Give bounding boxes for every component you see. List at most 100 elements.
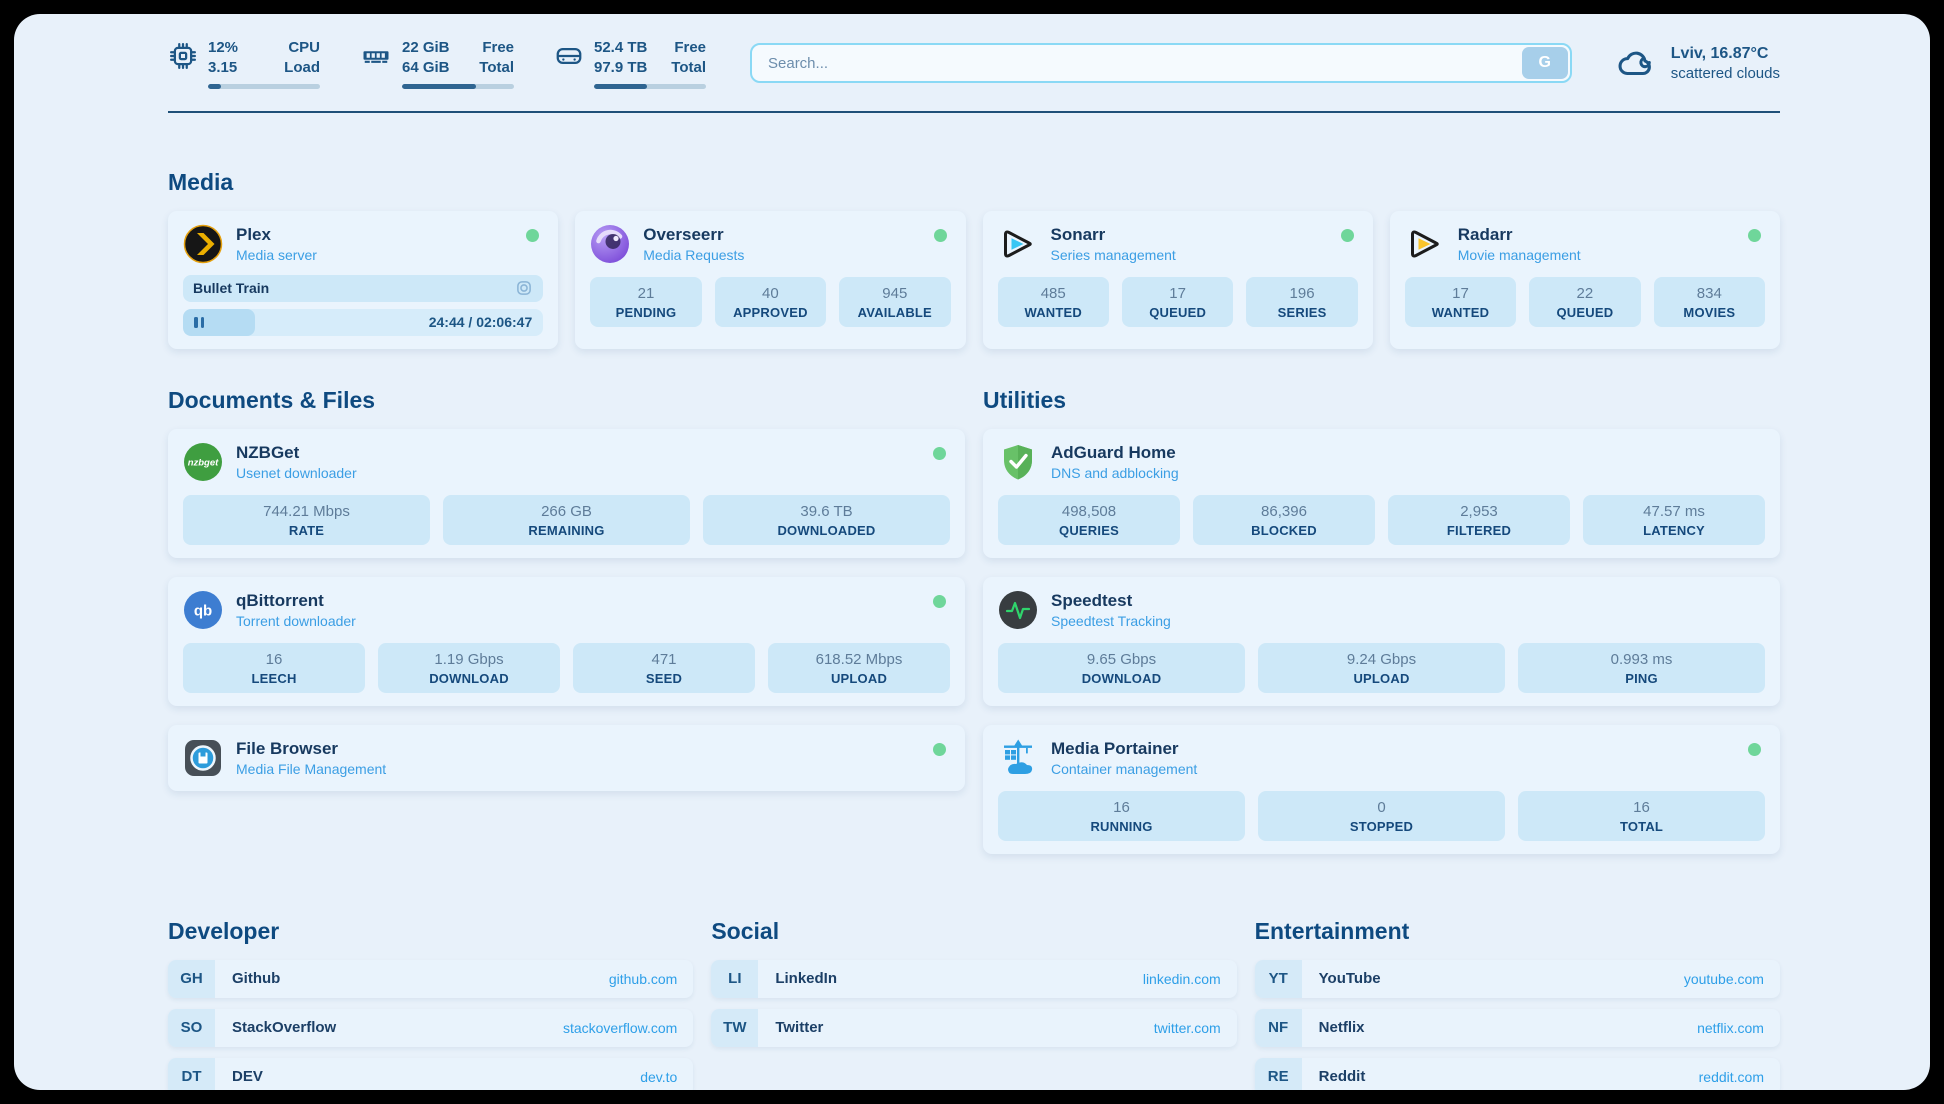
playback-progress-track: 24:44 / 02:06:47 bbox=[183, 308, 544, 336]
service-title: qBittorrent bbox=[236, 590, 324, 610]
section-title-documents: Documents & Files bbox=[168, 386, 376, 413]
radarr-logo-icon bbox=[1410, 230, 1439, 258]
stat-label: UPLOAD bbox=[1353, 670, 1410, 686]
stat-pill: 47.57 ms LATENCY bbox=[1583, 494, 1765, 545]
stat-pill: 17 WANTED bbox=[1404, 276, 1517, 327]
stat-pill: 9.65 Gbps DOWNLOAD bbox=[998, 642, 1245, 693]
service-subtitle: Torrent downloader bbox=[236, 612, 356, 629]
bookmark-linkedin[interactable]: LI LinkedIn linkedin.com bbox=[711, 959, 1237, 998]
weather-widget: Lviv, 16.87°C scattered clouds bbox=[1616, 45, 1780, 82]
search-provider-button[interactable]: G bbox=[1521, 47, 1568, 80]
bookmark-dev[interactable]: DT DEV dev.to bbox=[168, 1057, 694, 1090]
stat-value: 0.993 ms bbox=[1610, 650, 1673, 668]
service-title: Media Portainer bbox=[1051, 738, 1179, 758]
bookmark-abbr: TW bbox=[711, 1008, 759, 1047]
disk-progress-track bbox=[594, 83, 706, 89]
speedtest-logo-icon bbox=[999, 590, 1037, 629]
stat-label: DOWNLOADED bbox=[777, 522, 876, 538]
cpu-progress-track bbox=[208, 83, 320, 89]
overseerr-link[interactable]: Overseerr Media Requests bbox=[590, 224, 950, 264]
stat-label: RUNNING bbox=[1090, 818, 1153, 834]
now-playing-row: Bullet Train bbox=[183, 274, 544, 302]
cpu-load-avg: 3.15 bbox=[208, 58, 238, 76]
bookmark-abbr: DT bbox=[168, 1057, 215, 1090]
service-subtitle: Media server bbox=[236, 246, 317, 263]
bookmark-reddit[interactable]: RE Reddit reddit.com bbox=[1254, 1057, 1780, 1090]
stat-label: REMAINING bbox=[528, 522, 605, 538]
memory-label: Free bbox=[482, 39, 514, 56]
stat-pill: 21 PENDING bbox=[590, 276, 702, 327]
memory-label2: Total bbox=[479, 58, 514, 76]
stat-label: FILTERED bbox=[1446, 522, 1512, 538]
sonarr-link[interactable]: Sonarr Series management bbox=[998, 224, 1358, 264]
stat-pill: 40 APPROVED bbox=[714, 276, 827, 327]
bookmark-abbr: LI bbox=[711, 959, 759, 998]
stat-value: 498,508 bbox=[1061, 502, 1117, 520]
service-title: File Browser bbox=[236, 738, 339, 758]
stat-value: 2,953 bbox=[1460, 502, 1498, 520]
bookmark-netflix[interactable]: NF Netflix netflix.com bbox=[1254, 1008, 1780, 1047]
bookmark-url: twitter.com bbox=[1153, 1019, 1221, 1036]
stat-pill: 39.6 TB DOWNLOADED bbox=[703, 494, 950, 545]
stat-label: SERIES bbox=[1277, 304, 1327, 320]
stat-label: QUEUED bbox=[1556, 304, 1614, 320]
radarr-link[interactable]: Radarr Movie management bbox=[1405, 224, 1765, 264]
topbar: 12% 3.15 CPU Load bbox=[168, 38, 1780, 89]
service-title: NZBGet bbox=[236, 442, 300, 462]
bookmark-abbr: YT bbox=[1254, 959, 1302, 998]
service-title: Speedtest bbox=[1051, 590, 1133, 610]
bookmark-url: linkedin.com bbox=[1142, 970, 1221, 987]
cpu-label2: Load bbox=[284, 58, 320, 76]
stat-value: 22 bbox=[1576, 284, 1594, 302]
plex-link[interactable]: Plex Media server bbox=[183, 224, 543, 264]
qbittorrent-logo-icon: qb bbox=[184, 590, 222, 629]
service-subtitle: Media Requests bbox=[643, 246, 745, 263]
status-dot bbox=[1748, 228, 1761, 242]
qbittorrent-link[interactable]: qb qBittorrent Torrent downloader bbox=[183, 590, 950, 630]
status-dot bbox=[1748, 742, 1761, 756]
bookmark-abbr: SO bbox=[168, 1008, 215, 1047]
service-subtitle: Movie management bbox=[1457, 246, 1581, 263]
bookmark-github[interactable]: GH Github github.com bbox=[168, 959, 694, 998]
cloud-icon bbox=[1618, 51, 1651, 76]
stat-label: BLOCKED bbox=[1251, 522, 1317, 538]
service-title: Sonarr bbox=[1050, 224, 1106, 244]
memory-free: 22 GiB bbox=[402, 39, 450, 56]
nzbget-logo-icon: nzbget bbox=[184, 442, 222, 481]
service-card-nzbget: nzbget NZBGet Usenet downloader 744.21 M… bbox=[168, 428, 965, 558]
service-card-plex: Plex Media server Bullet Train bbox=[168, 210, 559, 349]
filebrowser-link[interactable]: File Browser Media File Management bbox=[183, 738, 950, 778]
stat-pill: 471 SEED bbox=[573, 642, 755, 693]
memory-total: 64 GiB bbox=[402, 58, 450, 76]
stat-pill: 945 AVAILABLE bbox=[839, 276, 951, 327]
playback-time: 24:44 / 02:06:47 bbox=[428, 314, 533, 331]
stat-label: APPROVED bbox=[733, 304, 808, 320]
stat-pill: 0.993 ms PING bbox=[1518, 642, 1765, 693]
stat-pill: 86,396 BLOCKED bbox=[1193, 494, 1375, 545]
stat-label: LATENCY bbox=[1643, 522, 1705, 538]
dashboard-panel: 12% 3.15 CPU Load bbox=[14, 14, 1930, 1090]
speedtest-link[interactable]: Speedtest Speedtest Tracking bbox=[998, 590, 1765, 630]
adguard-link[interactable]: AdGuard Home DNS and adblocking bbox=[998, 442, 1765, 482]
stat-label: DOWNLOAD bbox=[429, 670, 509, 686]
disk-total: 97.9 TB bbox=[594, 58, 648, 76]
stat-value: 17 bbox=[1169, 284, 1186, 302]
cpu-usage: 12% bbox=[208, 39, 239, 56]
svg-text:nzbget: nzbget bbox=[188, 457, 219, 468]
stat-value: 9.65 Gbps bbox=[1086, 650, 1157, 668]
stat-pill: 618.52 Mbps UPLOAD bbox=[768, 642, 950, 693]
status-dot bbox=[933, 446, 946, 460]
now-playing-view-icon[interactable] bbox=[515, 279, 533, 297]
stat-value: 485 bbox=[1040, 284, 1066, 302]
bookmark-twitter[interactable]: TW Twitter twitter.com bbox=[711, 1008, 1237, 1047]
disk-progress-fill bbox=[594, 83, 647, 89]
search-input[interactable] bbox=[750, 43, 1572, 84]
filebrowser-logo-icon bbox=[185, 739, 221, 776]
nzbget-link[interactable]: nzbget NZBGet Usenet downloader bbox=[183, 442, 950, 482]
now-playing-title: Bullet Train bbox=[193, 280, 270, 297]
portainer-link[interactable]: Media Portainer Container management bbox=[998, 738, 1765, 778]
stat-label: LEECH bbox=[251, 670, 297, 686]
stat-value: 1.19 Gbps bbox=[434, 650, 504, 668]
bookmark-youtube[interactable]: YT YouTube youtube.com bbox=[1254, 959, 1780, 998]
bookmark-stackoverflow[interactable]: SO StackOverflow stackoverflow.com bbox=[168, 1008, 694, 1047]
